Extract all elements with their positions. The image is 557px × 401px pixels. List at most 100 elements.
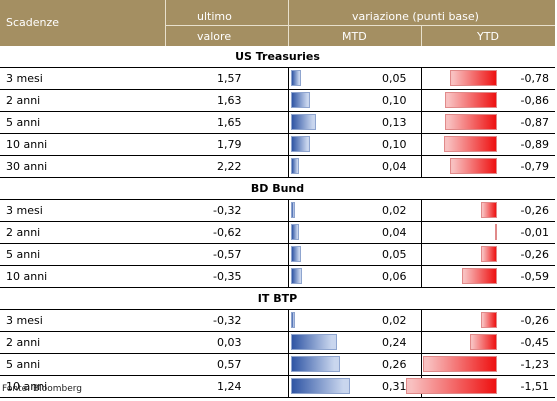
section-header: BD Bund — [0, 177, 555, 200]
table-row: 3 mesi -0,32 0,02 -0,26 — [0, 199, 555, 222]
ultimo-valore-cell: 1,79 — [166, 133, 289, 156]
header-divider-1 — [165, 0, 166, 46]
ytd-bar — [449, 70, 497, 86]
mtd-cell: 0,05 — [288, 243, 422, 266]
mtd-value: 0,31 — [382, 380, 407, 393]
ytd-cell: -0,89 — [421, 133, 555, 156]
scadenza-cell: 2 anni — [0, 89, 166, 112]
ytd-bar — [469, 334, 497, 350]
header-divider-2 — [288, 0, 289, 46]
mtd-value: 0,24 — [382, 336, 407, 349]
ytd-cell: -0,01 — [421, 221, 555, 244]
mtd-bar — [290, 136, 310, 152]
header-ultimo-line1: ultimo — [197, 10, 232, 23]
mtd-cell: 0,05 — [288, 67, 422, 90]
ytd-bar — [449, 158, 497, 174]
mtd-bar — [290, 114, 316, 130]
yields-table: US Treasuries 3 mesi 1,57 0,05 -0,78 2 anni 1,… — [0, 46, 555, 398]
header-scadenze: Scadenze — [6, 16, 60, 29]
mtd-bar — [290, 356, 340, 372]
ytd-value: -0,01 — [520, 226, 549, 239]
ytd-cell: -0,26 — [421, 243, 555, 266]
header-variazione: variazione (punti base) — [352, 10, 479, 23]
ytd-bar — [480, 246, 497, 262]
table-row: 3 mesi -0,32 0,02 -0,26 — [0, 309, 555, 332]
mtd-value: 0,06 — [382, 270, 407, 283]
ytd-bar — [443, 136, 497, 152]
table-row: 2 anni 0,03 0,24 -0,45 — [0, 331, 555, 354]
ytd-cell: -0,59 — [421, 265, 555, 288]
table-row: 10 anni 1,24 0,31 -1,51 — [0, 375, 555, 398]
scadenza-cell: 3 mesi — [0, 199, 166, 222]
scadenza-cell: 10 anni — [0, 375, 166, 398]
scadenza-cell: 5 anni — [0, 111, 166, 134]
ytd-value: -0,89 — [520, 138, 549, 151]
mtd-bar — [290, 312, 295, 328]
ultimo-valore-cell: 1,57 — [166, 67, 289, 90]
ytd-value: -0,26 — [520, 314, 549, 327]
mtd-bar — [290, 202, 295, 218]
mtd-bar — [290, 158, 299, 174]
header-mtd: MTD — [342, 30, 367, 43]
mtd-cell: 0,02 — [288, 199, 422, 222]
mtd-value: 0,02 — [382, 204, 407, 217]
section-header: IT BTP — [0, 287, 555, 310]
ultimo-valore-cell: 1,63 — [166, 89, 289, 112]
ytd-cell: -0,86 — [421, 89, 555, 112]
mtd-value: 0,26 — [382, 358, 407, 371]
ytd-value: -0,78 — [520, 72, 549, 85]
ultimo-valore-cell: 0,57 — [166, 353, 289, 376]
ultimo-valore-cell: -0,57 — [166, 243, 289, 266]
ultimo-valore-cell: -0,32 — [166, 309, 289, 332]
mtd-value: 0,02 — [382, 314, 407, 327]
ytd-bar — [480, 202, 497, 218]
mtd-cell: 0,10 — [288, 133, 422, 156]
ytd-cell: -1,51 — [405, 375, 555, 398]
ytd-bar — [422, 356, 497, 372]
ultimo-valore-cell: -0,35 — [166, 265, 289, 288]
ytd-value: -0,26 — [520, 204, 549, 217]
mtd-value: 0,05 — [382, 72, 407, 85]
section-title: IT BTP — [0, 287, 555, 310]
ultimo-valore-cell: -0,32 — [166, 199, 289, 222]
mtd-bar — [290, 334, 337, 350]
ytd-value: -1,51 — [520, 380, 549, 393]
scadenza-cell: 2 anni — [0, 331, 166, 354]
table-row: 5 anni -0,57 0,05 -0,26 — [0, 243, 555, 266]
mtd-cell: 0,31 — [288, 375, 422, 398]
mtd-bar — [290, 378, 350, 394]
ultimo-valore-cell: 1,65 — [166, 111, 289, 134]
scadenza-cell: 30 anni — [0, 155, 166, 178]
ytd-bar — [461, 268, 497, 284]
mtd-cell: 0,06 — [288, 265, 422, 288]
mtd-value: 0,05 — [382, 248, 407, 261]
ytd-cell: -0,79 — [421, 155, 555, 178]
scadenza-cell: 2 anni — [0, 221, 166, 244]
ultimo-valore-cell: 0,03 — [166, 331, 289, 354]
ytd-value: -0,86 — [520, 94, 549, 107]
table-row: 5 anni 0,57 0,26 -1,23 — [0, 353, 555, 376]
ytd-bar — [444, 92, 497, 108]
header-ultimo-line2: valore — [197, 30, 232, 43]
mtd-cell: 0,10 — [288, 89, 422, 112]
mtd-bar — [290, 246, 301, 262]
scadenza-cell: 5 anni — [0, 243, 166, 266]
ytd-cell: -0,45 — [421, 331, 555, 354]
ytd-cell: -0,78 — [421, 67, 555, 90]
scadenza-cell: 3 mesi — [0, 309, 166, 332]
ytd-cell: -0,87 — [421, 111, 555, 134]
table-row: 5 anni 1,65 0,13 -0,87 — [0, 111, 555, 134]
header-hline-2 — [166, 25, 288, 26]
table-row: 10 anni -0,35 0,06 -0,59 — [0, 265, 555, 288]
ytd-bar — [444, 114, 497, 130]
mtd-value: 0,04 — [382, 226, 407, 239]
mtd-bar — [290, 70, 301, 86]
table-row: 2 anni 1,63 0,10 -0,86 — [0, 89, 555, 112]
mtd-cell: 0,26 — [288, 353, 422, 376]
mtd-value: 0,10 — [382, 94, 407, 107]
mtd-value: 0,10 — [382, 138, 407, 151]
scadenza-cell: 10 anni — [0, 265, 166, 288]
table-row: 10 anni 1,79 0,10 -0,89 — [0, 133, 555, 156]
section-header: US Treasuries — [0, 46, 555, 68]
table-row: 3 mesi 1,57 0,05 -0,78 — [0, 67, 555, 90]
